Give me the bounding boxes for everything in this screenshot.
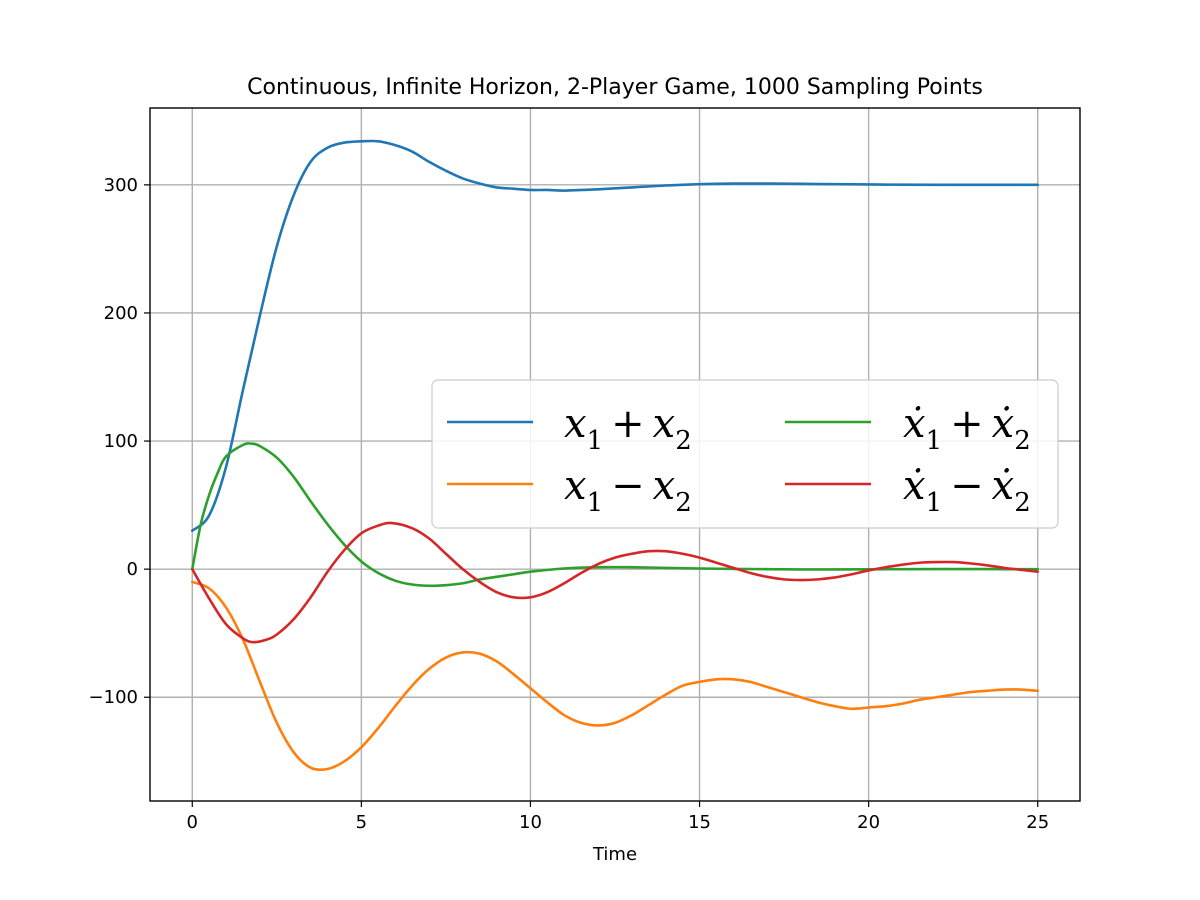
legend-box — [431, 379, 1059, 529]
x-tick-label: 0 — [187, 812, 198, 833]
x-tick-label: 5 — [356, 812, 367, 833]
x-tick-label: 15 — [688, 812, 711, 833]
legend-label-x1-plus-x2: x1 + x2 — [564, 401, 692, 456]
legend: x1 + x2 x1− x2 ẋ1 + ẋ2 ẋ1− ẋ2 — [431, 379, 1059, 529]
x-tick-label: 10 — [519, 812, 542, 833]
ticks: 0 5 10 15 20 25 −100 0 100 200 300 — [89, 175, 1050, 833]
y-tick-label: 200 — [104, 303, 138, 324]
y-tick-label: 0 — [127, 559, 138, 580]
series-layer — [190, 139, 1040, 772]
chart-title: Continuous, Infinite Horizon, 2-Player G… — [247, 75, 983, 100]
x-tick-label: 25 — [1026, 812, 1049, 833]
series-line-xdot1-plus-xdot2 — [190, 442, 1040, 588]
legend-label-x1-minus-x2: x1− x2 — [564, 463, 692, 518]
series-line-x1-minus-x2 — [190, 580, 1040, 772]
y-tick-label: −100 — [89, 687, 138, 708]
series-line-xdot1-minus-xdot2 — [190, 521, 1040, 644]
legend-label-xdot1-plus-xdot2: ẋ1 + ẋ2 — [903, 401, 1031, 456]
y-tick-label: 300 — [104, 175, 138, 196]
legend-label-xdot1-minus-xdot2: ẋ1− ẋ2 — [903, 463, 1031, 518]
series-line-x1-plus-x2 — [190, 139, 1040, 533]
x-tick-label: 20 — [857, 812, 880, 833]
y-tick-label: 100 — [104, 431, 138, 452]
plot-frame — [149, 107, 1081, 802]
x-axis-label: Time — [592, 844, 637, 865]
